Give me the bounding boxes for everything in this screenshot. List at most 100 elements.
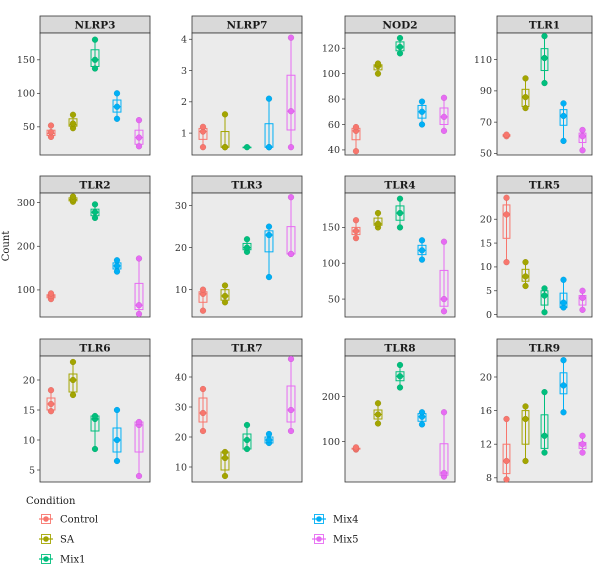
panel-nlrp3: NLRP3 50 100 150 [17, 15, 151, 156]
panel-title: TLR8 [384, 343, 415, 355]
legend-key-point [43, 536, 49, 542]
y-tick-label: 100 [17, 285, 35, 296]
box-mix4 [112, 90, 122, 122]
data-point [199, 427, 207, 435]
data-point [265, 273, 273, 281]
panel-tlr7: TLR7 10 20 30 40 [175, 338, 303, 483]
box-sa [220, 111, 230, 151]
box-mix1 [242, 421, 252, 453]
box-sa [220, 282, 230, 306]
data-point [541, 54, 548, 62]
data-point [560, 112, 567, 119]
y-tick-label: 110 [474, 55, 492, 66]
y-tick-label: 120 [322, 44, 340, 55]
data-point [522, 273, 529, 280]
box-mix1 [242, 144, 252, 151]
data-point [135, 418, 143, 426]
box-control [351, 123, 361, 155]
data-point [396, 373, 404, 380]
data-point [221, 299, 229, 306]
y-tick-label: 90 [480, 86, 492, 97]
legend-label: Mix1 [60, 555, 85, 566]
box-sa [68, 111, 78, 132]
data-point [560, 382, 567, 389]
box-mix5 [439, 94, 449, 134]
data-point [135, 134, 143, 141]
data-point [199, 144, 207, 151]
box-control [351, 444, 361, 453]
data-point [47, 290, 55, 297]
y-tick-label: 10 [175, 462, 187, 473]
panel-tlr8: TLR8 100 200 [322, 338, 456, 483]
y-axis-label: Count [1, 231, 12, 262]
data-point [221, 448, 229, 456]
box-mix5 [286, 34, 296, 151]
data-point [287, 250, 295, 258]
data-point [352, 444, 360, 451]
data-point [135, 117, 143, 124]
y-tick-label: 100 [322, 259, 340, 270]
data-point [418, 421, 426, 428]
data-point [265, 95, 273, 102]
data-point [579, 147, 586, 154]
data-point [135, 143, 143, 150]
data-point [522, 104, 529, 112]
data-point [503, 457, 510, 465]
data-point [396, 224, 404, 231]
data-point [396, 361, 404, 369]
panel-nlrp7: NLRP7 1 2 3 4 [181, 15, 303, 156]
box-mix4 [264, 430, 274, 447]
data-point [541, 432, 548, 439]
data-point [243, 421, 251, 429]
data-point [113, 406, 121, 414]
panel-title: TLR7 [231, 343, 262, 355]
data-point [541, 309, 548, 316]
data-point [135, 302, 143, 309]
panel-title: NOD2 [382, 20, 417, 32]
data-point [503, 415, 510, 423]
data-point [522, 94, 529, 101]
data-point [243, 436, 251, 444]
y-tick-label: 5 [29, 465, 35, 476]
y-tick-label: 0 [486, 310, 492, 321]
box-mix5 [134, 255, 144, 318]
data-point [91, 36, 99, 43]
y-tick-label: 20 [175, 243, 187, 254]
data-point [579, 441, 586, 448]
data-point [287, 427, 295, 435]
y-tick-label: 10 [23, 435, 35, 446]
panel-title: TLR2 [79, 180, 110, 192]
box-control [502, 415, 511, 483]
data-point [503, 476, 510, 483]
data-point [265, 223, 273, 230]
box [540, 48, 549, 72]
box-mix5 [578, 126, 587, 154]
data-point [541, 285, 548, 292]
box-control [502, 131, 511, 140]
box-sa [521, 403, 530, 465]
panel-background [191, 355, 303, 483]
data-point [221, 472, 229, 480]
legend-item-mix5: Mix5 [312, 534, 358, 546]
box-control [198, 286, 208, 314]
box-control [351, 217, 361, 242]
data-point [522, 415, 529, 423]
box-control [46, 290, 56, 303]
data-point [560, 100, 567, 107]
legend-label: SA [60, 535, 75, 546]
y-tick-label: 50 [480, 149, 492, 160]
data-point [91, 214, 99, 221]
data-point [47, 122, 55, 129]
box-mix1 [540, 285, 549, 316]
data-point [440, 409, 448, 416]
y-tick-label: 200 [322, 392, 340, 403]
y-tick-label: 80 [328, 94, 340, 105]
box [198, 397, 208, 423]
data-point [265, 144, 273, 151]
data-point [522, 282, 529, 290]
data-point [91, 412, 99, 420]
data-point [265, 430, 273, 438]
data-point [522, 259, 529, 266]
panel-tlr5: TLR5 0 5 10 15 20 [480, 175, 593, 321]
data-point [47, 129, 55, 136]
